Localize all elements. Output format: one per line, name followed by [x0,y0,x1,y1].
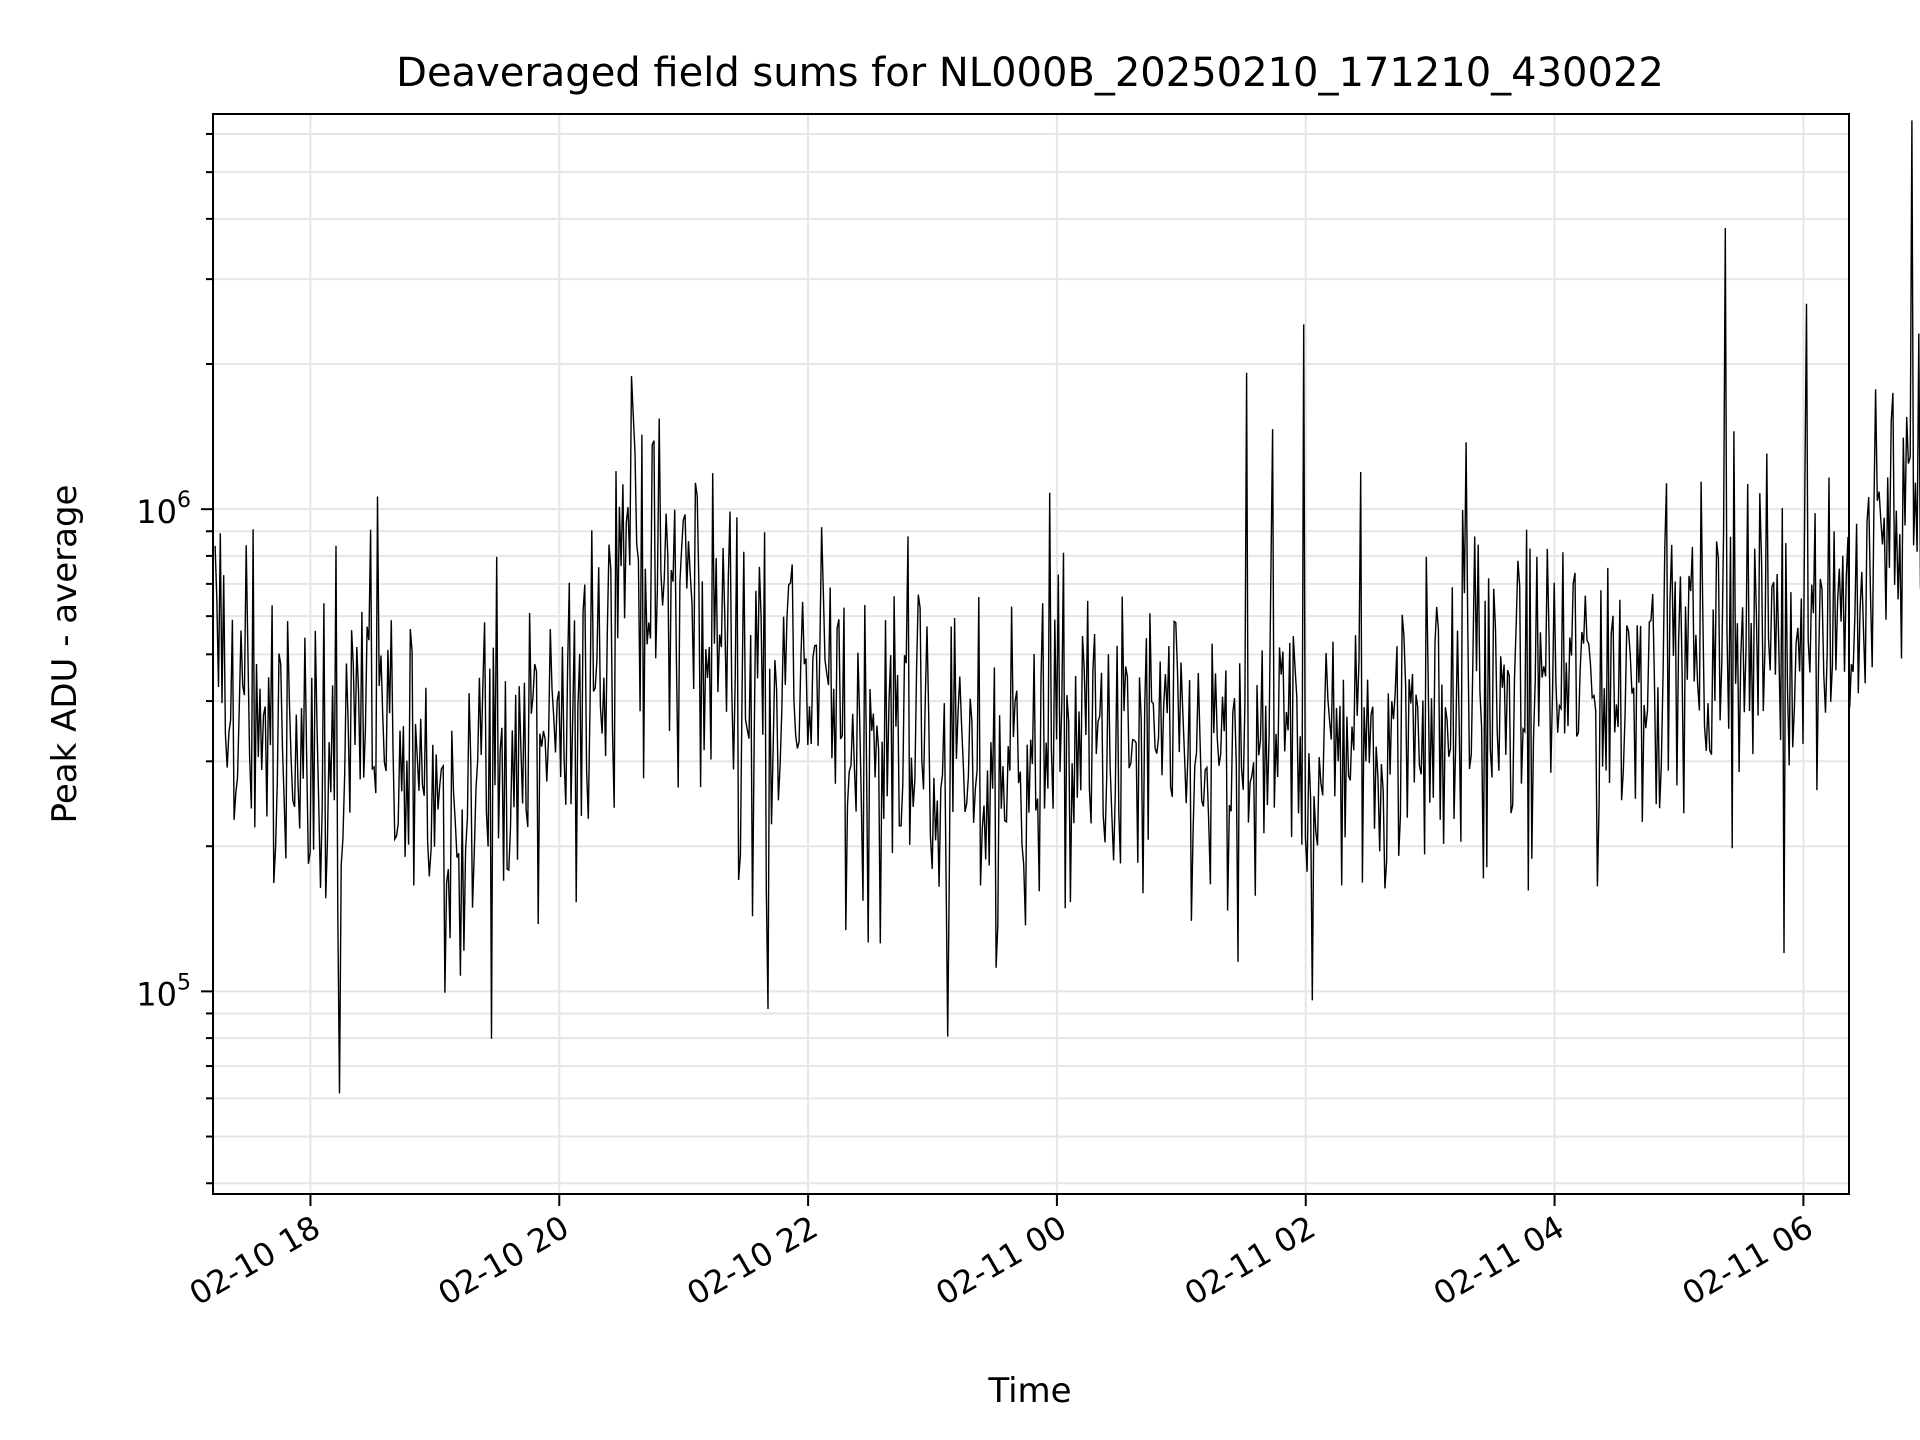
x-tick-label: 02-11 00 [929,1208,1073,1313]
chart-title: Deaveraged field sums for NL000B_2025021… [396,50,1664,96]
y-axis-label: Peak ADU - average [45,485,85,824]
y-tick-label: 105 [136,970,191,1013]
series-line-layer [214,120,1920,1094]
x-tick-label: 02-11 02 [1178,1208,1322,1313]
series-line [214,120,1920,1094]
x-tick-label: 02-10 22 [680,1208,824,1313]
y-tick-label: 106 [136,488,191,531]
x-tick-label: 02-10 18 [183,1208,327,1313]
y-axis-ticks: 105 106 [136,132,213,1185]
x-tick-label: 02-11 04 [1427,1208,1571,1313]
grid [213,114,1849,1194]
x-axis-label: Time [987,1371,1071,1411]
x-tick-label: 02-11 06 [1676,1208,1820,1313]
x-tick-label: 02-10 20 [432,1208,576,1313]
x-axis-ticks: 02-10 18 02-10 20 02-10 22 02-11 00 02-11 02… [183,1194,1820,1313]
